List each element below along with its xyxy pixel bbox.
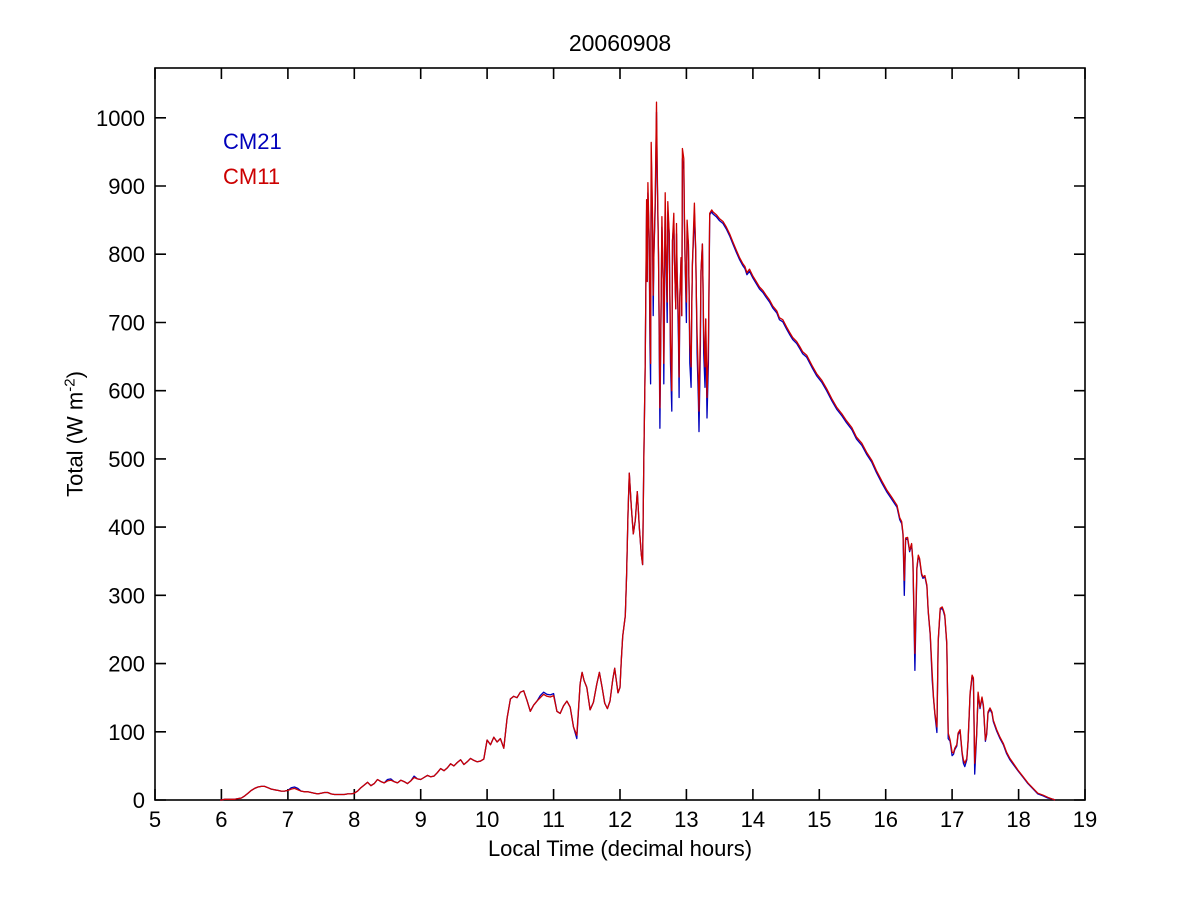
x-tick-label: 16 xyxy=(873,807,897,832)
y-tick-label: 100 xyxy=(108,720,145,745)
x-tick-label: 5 xyxy=(149,807,161,832)
tick-marks xyxy=(154,68,1086,801)
axes-box xyxy=(154,67,1086,801)
cm21-line xyxy=(220,111,1056,801)
y-axis-label-main: Total (W m xyxy=(62,391,88,497)
y-tick-label: 500 xyxy=(108,447,145,472)
chart-title: 20060908 xyxy=(568,30,672,56)
y-tick-label: 900 xyxy=(108,174,145,199)
x-tick-label: 17 xyxy=(940,807,964,832)
y-tick-label: 700 xyxy=(108,311,145,336)
cm11-line xyxy=(220,101,1056,801)
legend-item-cm21: CM21 xyxy=(223,129,282,154)
x-tick-label: 10 xyxy=(475,807,499,832)
y-tick-label: 600 xyxy=(108,379,145,404)
x-tick-label: 7 xyxy=(282,807,294,832)
y-tick-label: 200 xyxy=(108,652,145,677)
x-tick-label: 18 xyxy=(1006,807,1030,832)
y-tick-label: 0 xyxy=(133,788,145,813)
y-axis-label-close: ) xyxy=(62,371,88,379)
x-tick-label: 6 xyxy=(215,807,227,832)
x-tick-label: 9 xyxy=(415,807,427,832)
x-tick-label: 11 xyxy=(542,807,565,832)
x-tick-label: 13 xyxy=(674,807,698,832)
legend-item-cm11: CM11 xyxy=(223,164,281,189)
x-tick-label: 19 xyxy=(1073,807,1097,832)
x-axis-label: Local Time (decimal hours) xyxy=(487,836,753,861)
y-axis-label: Total (W m-2) xyxy=(61,371,88,497)
y-tick-label: 400 xyxy=(108,515,145,540)
x-tick-label: 12 xyxy=(608,807,632,832)
y-tick-label: 1000 xyxy=(96,106,145,131)
y-axis-label-exponent: -2 xyxy=(61,378,79,392)
y-tick-label: 800 xyxy=(108,242,145,267)
y-tick-label: 300 xyxy=(108,583,145,608)
x-tick-label: 14 xyxy=(741,807,765,832)
x-tick-label: 8 xyxy=(348,807,360,832)
x-tick-label: 15 xyxy=(807,807,831,832)
